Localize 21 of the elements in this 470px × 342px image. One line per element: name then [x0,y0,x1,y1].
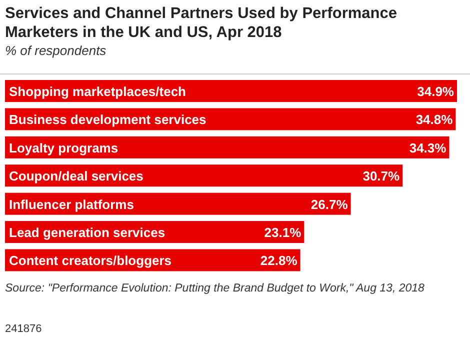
bar [5,192,351,215]
bar [5,136,450,158]
y-tick-label: Content creators/bloggers [9,253,172,268]
data-label: 26.7% [310,196,348,212]
data-label: 34.8% [416,112,454,128]
data-label: 34.3% [409,140,447,156]
y-tick-label: Shopping marketplaces/tech [9,84,186,99]
text: 241876 [5,323,42,335]
source-note: Source: "Performance Evolution: Putting the Brand Budget to Work," Aug 13, 2018 [5,282,426,294]
data-label: 30.7% [362,168,400,184]
data-label: 23.1% [264,225,302,240]
chart-title: Services and Channel Partners Used by Performance Marketers in the UK and US, Apr 2018 [5,5,398,41]
y-tick-label: Lead generation services [9,225,166,240]
bar [5,164,403,187]
chart-subtitle: % of respondents [5,43,107,58]
data-label: 22.8% [260,253,298,268]
y-tick-label: Loyalty programs [9,140,118,156]
data-label: 34.9% [417,84,454,99]
y-tick-label: Business development services [9,112,206,128]
y-tick-label: Influencer platforms [9,196,134,212]
y-tick-label: Coupon/deal services [9,168,144,184]
